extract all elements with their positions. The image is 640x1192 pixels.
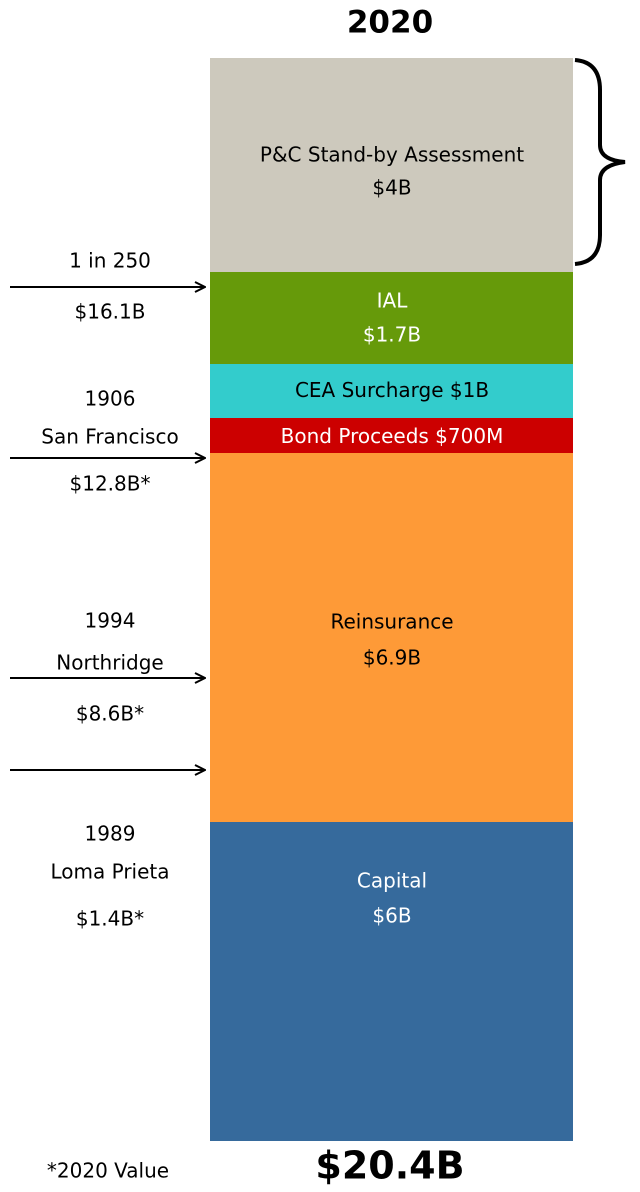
event-loss: $12.8B* xyxy=(70,472,151,496)
layer xyxy=(210,58,573,272)
footnote: *2020 Value xyxy=(47,1159,169,1183)
layer xyxy=(210,272,573,364)
layer-name: Bond Proceeds xyxy=(281,424,429,448)
layer xyxy=(210,453,573,822)
layer-amount: $1.7B xyxy=(363,323,421,347)
total: $20.4B xyxy=(315,1144,464,1188)
layer xyxy=(210,418,573,453)
layer-amount: $1B xyxy=(450,378,489,402)
layer-name: Capital xyxy=(357,869,427,893)
layer-name: P&C Stand-by Assessment xyxy=(260,143,524,167)
layer-amount: $6.9B xyxy=(363,646,421,670)
event-label: 1989 xyxy=(85,822,136,846)
layer-amount: $4B xyxy=(372,176,411,200)
layer-amount: $700M xyxy=(435,424,503,448)
event-label: 1906 xyxy=(85,387,136,411)
layer xyxy=(210,364,573,418)
event-label: Loma Prieta xyxy=(50,860,169,884)
layer-name: IAL xyxy=(377,289,409,313)
brace xyxy=(574,58,626,266)
event-loss: $8.6B* xyxy=(76,702,144,726)
layer-label: Bond Proceeds $700M xyxy=(281,424,504,448)
event-loss: $16.1B xyxy=(75,300,146,324)
layer xyxy=(210,822,573,1141)
layer-name: CEA Surcharge xyxy=(295,378,444,402)
title: 2020 xyxy=(347,5,433,41)
layer-label: CEA Surcharge $1B xyxy=(295,378,489,402)
layer-amount: $6B xyxy=(372,904,411,928)
event-label: Northridge xyxy=(56,651,163,675)
event-label: San Francisco xyxy=(41,425,178,449)
event-label: 1994 xyxy=(85,609,136,633)
event-label: 1 in 250 xyxy=(69,249,151,273)
layer-name: Reinsurance xyxy=(330,610,453,634)
event-loss: $1.4B* xyxy=(76,907,144,931)
